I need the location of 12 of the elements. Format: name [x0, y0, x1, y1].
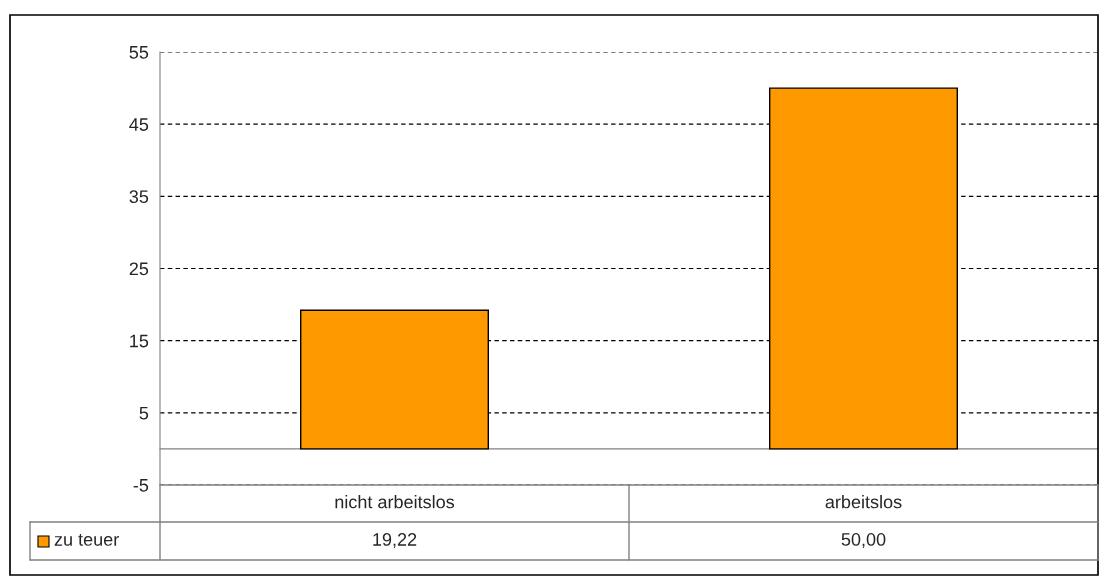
legend-label: zu teuer: [54, 533, 119, 546]
y-tick-label: 25: [129, 262, 149, 276]
x-tick-label: nicht arbeitslos: [335, 495, 455, 509]
data-label: 19,22: [373, 533, 417, 548]
y-tick-label: 45: [129, 118, 149, 131]
y-tick-label: 5: [139, 406, 149, 420]
y-tick-label: 35: [129, 190, 149, 204]
y-tick-label: 55: [129, 46, 149, 59]
data-label: 50,00: [841, 533, 886, 548]
y-tick-label: -5: [133, 479, 149, 492]
y-tick-label: 15: [130, 334, 149, 348]
x-tick-label: arbeitslos: [825, 495, 902, 509]
